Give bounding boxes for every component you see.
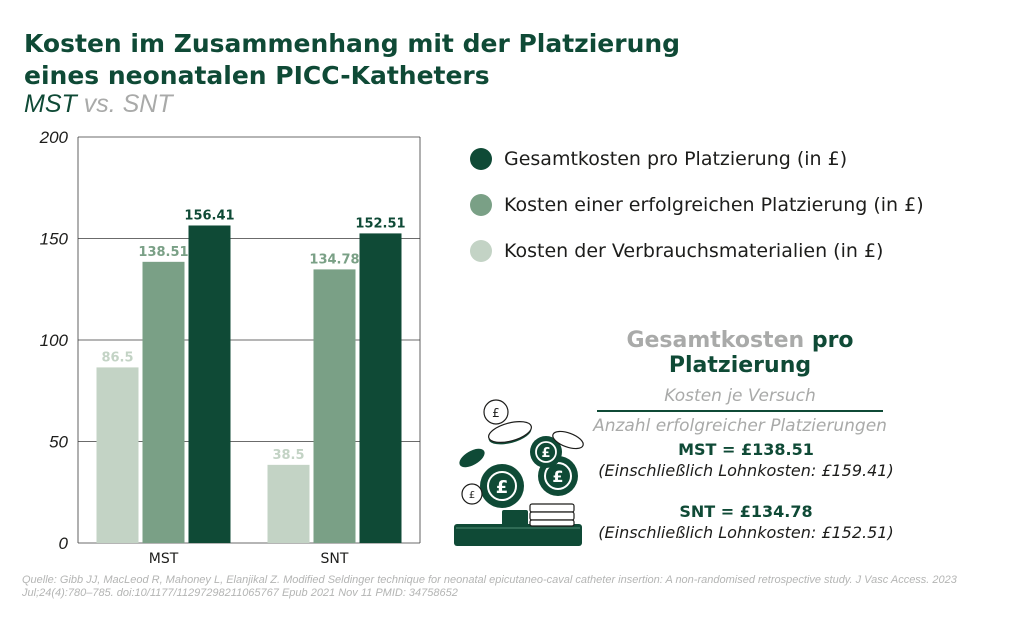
formula-title-green: pro Platzierung bbox=[668, 328, 854, 378]
pound-coin-icon: £ bbox=[461, 483, 483, 505]
x-tick-label: SNT bbox=[321, 551, 349, 567]
chart-subtitle: MST vs. SNT bbox=[24, 90, 173, 119]
source-citation: Quelle: Gibb JJ, MacLeod R, Mahoney L, E… bbox=[22, 574, 957, 599]
legend-item-total: Gesamtkosten pro Platzierung (in £) bbox=[470, 136, 924, 182]
formula-title-grey: Gesamtkosten bbox=[626, 328, 805, 353]
result-mst: MST = £138.51 (Einschließlich Lohnkosten… bbox=[586, 440, 906, 480]
bar-chart: 0 50 100 150 200 86.5 138.51 156.41 MST 38.5 134.7… bbox=[39, 128, 421, 567]
subtitle-vs-snt: vs. SNT bbox=[83, 90, 173, 118]
bar-value-label: 156.41 bbox=[184, 208, 234, 223]
subtitle-mst: MST bbox=[24, 90, 77, 118]
coin-symbol: £ bbox=[496, 477, 509, 498]
formula-numerator: Kosten je Versuch bbox=[664, 386, 816, 406]
result-mst-value: MST = £138.51 bbox=[678, 440, 814, 459]
legend-label-success: Kosten einer erfolgreichen Platzierung (… bbox=[504, 194, 924, 216]
legend-swatch-mid bbox=[470, 194, 492, 216]
result-snt: SNT = £134.78 (Einschließlich Lohnkosten… bbox=[586, 502, 906, 542]
x-tick-label: MST bbox=[149, 551, 179, 567]
pound-coin-icon: £ bbox=[480, 464, 524, 508]
chart-title: Kosten im Zusammenhang mit der Platzieru… bbox=[24, 28, 680, 92]
pound-coin-icon: £ bbox=[530, 436, 562, 468]
y-tick-label: 50 bbox=[49, 433, 68, 452]
y-tick-label: 200 bbox=[39, 128, 69, 147]
tilted-coin-icon bbox=[488, 421, 532, 443]
coin-symbol: £ bbox=[541, 446, 550, 461]
coins-illustration: £ £ £ £ £ bbox=[454, 399, 584, 546]
legend-label-total: Gesamtkosten pro Platzierung (in £) bbox=[504, 148, 848, 170]
y-tick-label: 100 bbox=[40, 331, 69, 350]
result-snt-note: (Einschließlich Lohnkosten: £152.51) bbox=[598, 523, 894, 542]
title-line-1: Kosten im Zusammenhang mit der Platzieru… bbox=[24, 29, 681, 58]
bar bbox=[313, 269, 356, 543]
bar bbox=[267, 464, 310, 543]
bar-value-label: 38.5 bbox=[272, 448, 304, 463]
result-snt-value: SNT = £134.78 bbox=[679, 502, 813, 521]
legend-label-materials: Kosten der Verbrauchsmaterialien (in £) bbox=[504, 240, 884, 262]
bar-value-label: 138.51 bbox=[138, 245, 188, 260]
coin-stack-icon bbox=[454, 503, 582, 546]
legend-item-materials: Kosten der Verbrauchsmaterialien (in £) bbox=[470, 228, 924, 274]
y-tick-label: 0 bbox=[59, 534, 69, 553]
bar-value-label: 134.78 bbox=[309, 252, 359, 267]
tilted-coin-icon bbox=[552, 430, 584, 450]
coin-symbol: £ bbox=[492, 406, 500, 420]
tilted-coin-icon bbox=[459, 448, 485, 468]
coin-symbol: £ bbox=[469, 490, 475, 501]
formula-title: Gesamtkosten pro Platzierung bbox=[560, 328, 920, 378]
bar-value-label: 152.51 bbox=[355, 216, 405, 231]
legend: Gesamtkosten pro Platzierung (in £) Kost… bbox=[470, 136, 924, 274]
y-tick-label: 150 bbox=[40, 230, 69, 249]
bar bbox=[142, 261, 185, 543]
title-line-2: eines neonatalen PICC-Katheters bbox=[24, 61, 490, 90]
formula-denominator: Anzahl erfolgreicher Platzierungen bbox=[593, 416, 887, 436]
legend-swatch-dark bbox=[470, 148, 492, 170]
pound-coin-icon: £ bbox=[483, 399, 509, 425]
bar-value-label: 86.5 bbox=[101, 350, 133, 365]
bar bbox=[359, 233, 402, 543]
result-mst-note: (Einschließlich Lohnkosten: £159.41) bbox=[598, 461, 894, 480]
legend-item-success: Kosten einer erfolgreichen Platzierung (… bbox=[470, 182, 924, 228]
legend-swatch-light bbox=[470, 240, 492, 262]
formula-box: Gesamtkosten pro Platzierung Kosten je V… bbox=[560, 328, 920, 436]
coin-symbol: £ bbox=[552, 467, 563, 486]
fraction-line bbox=[597, 410, 883, 412]
bar bbox=[188, 225, 231, 543]
bar bbox=[96, 367, 139, 543]
